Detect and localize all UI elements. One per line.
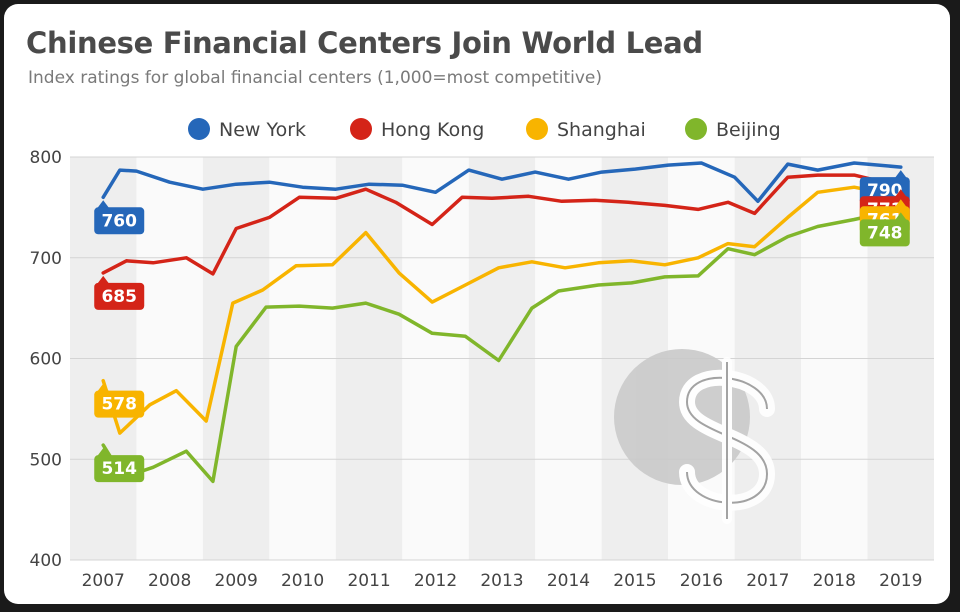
badge-box — [94, 390, 145, 418]
x-tick-label: 2017 — [746, 571, 789, 591]
chart-frame: Chinese Financial Centers Join World Lea… — [4, 4, 950, 604]
badge-label: 685 — [101, 287, 137, 307]
x-tick-label: 2012 — [414, 571, 457, 591]
x-tick-label: 2008 — [148, 571, 191, 591]
badge-box — [94, 455, 145, 483]
x-axis-ticks: 2007 2008 2009 2010 2011 2012 2013 2014 2015 2016… — [82, 571, 923, 591]
x-tick-label: 2014 — [547, 571, 590, 591]
badge-pointer — [97, 448, 110, 457]
legend-swatch — [526, 118, 548, 140]
x-tick-label: 2010 — [281, 571, 324, 591]
series-line-shanghai — [101, 185, 903, 435]
x-tick-label: 2016 — [680, 571, 723, 591]
badge-pointer — [97, 200, 110, 209]
badge-box — [94, 282, 145, 310]
value-badge-beijing: 748 — [859, 212, 910, 247]
legend-label: Shanghai — [557, 119, 646, 141]
value-badge-shanghai: 578 — [94, 383, 145, 418]
badge-box — [859, 219, 910, 247]
legend-item-hong-kong: Hong Kong — [350, 118, 484, 141]
x-tick-label: 2015 — [613, 571, 656, 591]
series-lines — [101, 161, 903, 484]
legend-label: Beijing — [716, 119, 781, 141]
badge-label: 760 — [101, 211, 137, 231]
badge-pointer — [894, 170, 907, 179]
y-tick-label: 700 — [30, 249, 62, 269]
legend-swatch — [685, 118, 707, 140]
badge-pointer — [97, 275, 110, 284]
y-tick-label: 800 — [30, 148, 62, 168]
legend-item-shanghai: Shanghai — [526, 118, 646, 141]
badge-pointer — [894, 212, 907, 221]
badge-label: 514 — [101, 459, 137, 479]
badge-pointer — [894, 199, 907, 208]
legend-item-new-york: New York — [188, 118, 306, 141]
y-tick-label: 500 — [30, 450, 62, 470]
line-chart: 800 700 600 500 400 2007 2008 2009 2010 2011 2012… — [30, 118, 934, 591]
gridlines — [70, 156, 934, 561]
y-axis-ticks: 800 700 600 500 400 — [30, 148, 62, 571]
value-badges: 760790685771578761514748 — [94, 170, 910, 483]
badge-label: 748 — [867, 223, 903, 243]
y-tick-label: 600 — [30, 350, 62, 370]
legend-label: Hong Kong — [381, 119, 484, 141]
x-tick-label: 2013 — [480, 571, 523, 591]
badge-label: 790 — [867, 181, 903, 201]
legend-label: New York — [219, 119, 306, 141]
x-tick-label: 2007 — [82, 571, 125, 591]
value-badge-beijing: 514 — [94, 448, 145, 483]
series-line-beijing — [101, 207, 903, 484]
x-tick-label: 2009 — [215, 571, 258, 591]
legend-swatch — [350, 118, 372, 140]
chart-subtitle: Index ratings for global financial cente… — [28, 68, 603, 88]
badge-box — [94, 207, 145, 235]
badge-pointer — [894, 189, 907, 198]
y-tick-label: 400 — [30, 551, 62, 571]
badge-pointer — [97, 383, 110, 392]
legend-item-beijing: Beijing — [685, 118, 781, 141]
series-line-new-york — [101, 161, 903, 204]
legend-swatch — [188, 118, 210, 140]
value-badge-hong-kong: 685 — [94, 275, 145, 310]
legend: New York Hong Kong Shanghai Beijing — [188, 118, 781, 141]
x-tick-label: 2018 — [813, 571, 856, 591]
badge-label: 578 — [101, 395, 137, 415]
dollar-watermark-icon — [614, 349, 776, 524]
chart-title: Chinese Financial Centers Join World Lea… — [26, 26, 703, 60]
series-line-hong-kong — [101, 173, 903, 276]
x-tick-label: 2019 — [879, 571, 922, 591]
x-tick-label: 2011 — [347, 571, 390, 591]
value-badge-new-york: 760 — [94, 200, 145, 235]
